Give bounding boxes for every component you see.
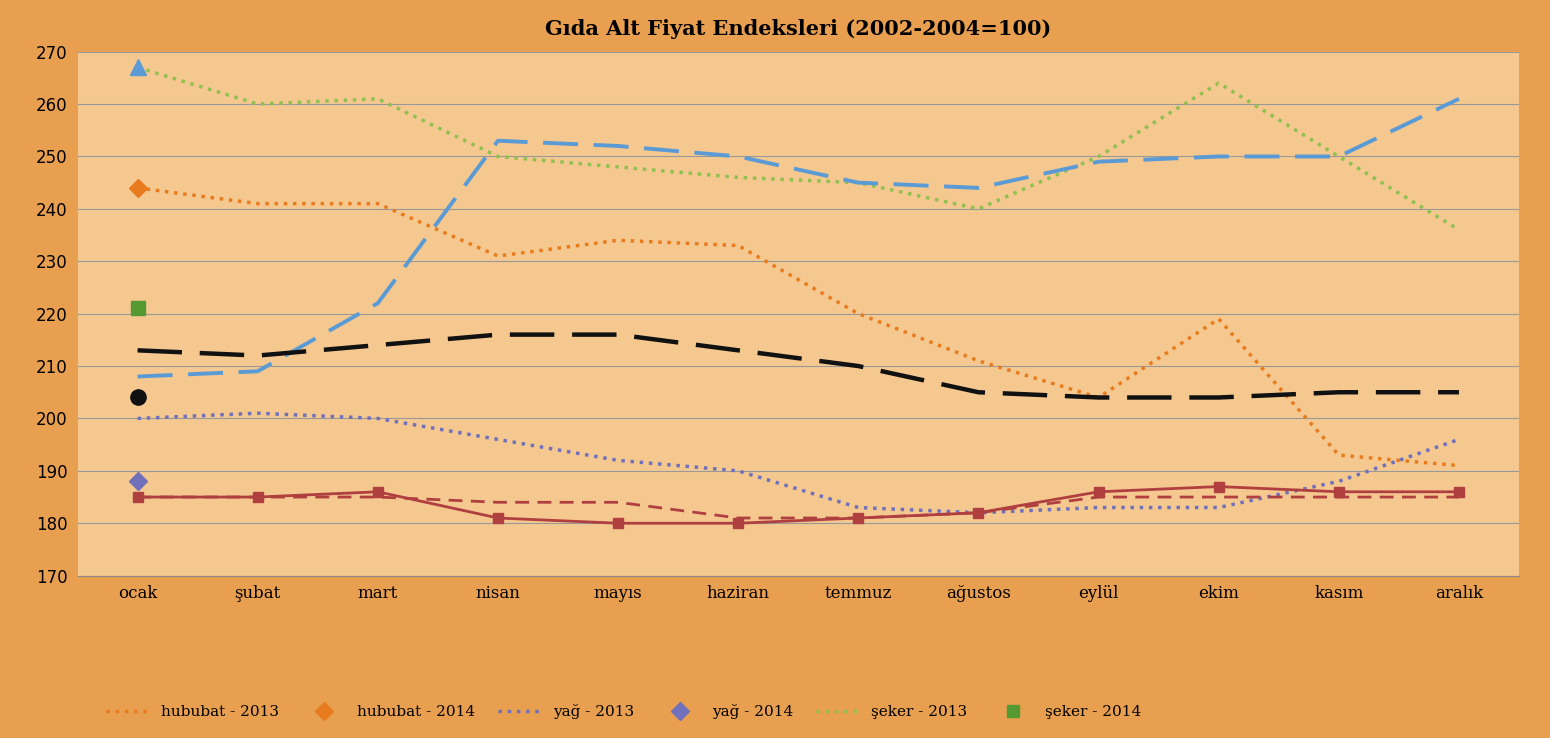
Title: Gıda Alt Fiyat Endeksleri (2002-2004=100): Gıda Alt Fiyat Endeksleri (2002-2004=100…	[546, 19, 1051, 39]
